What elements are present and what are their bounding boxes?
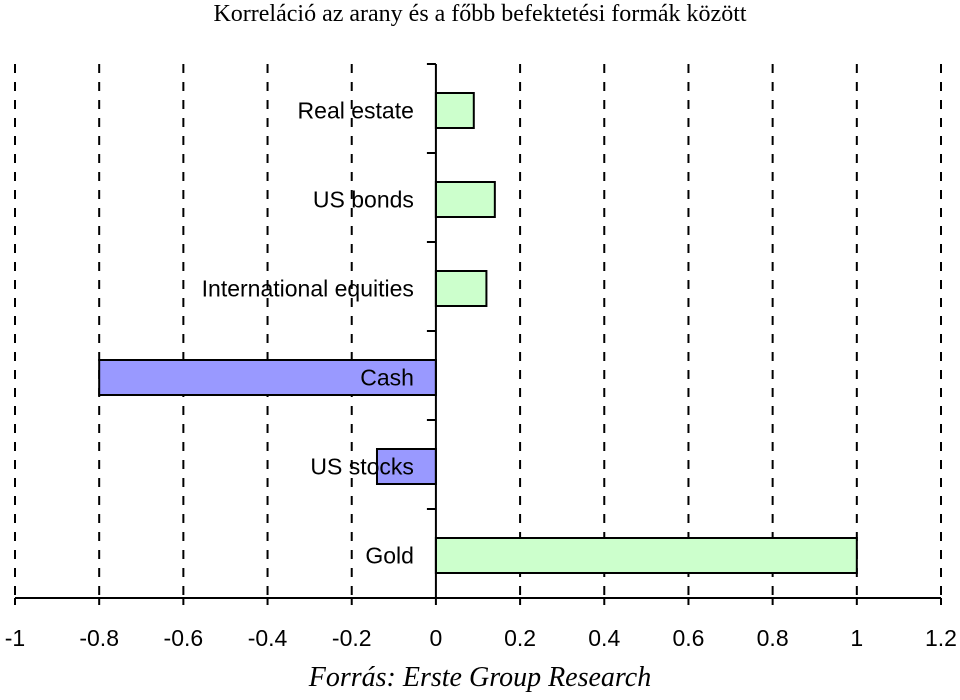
category-label: US bonds (313, 187, 414, 213)
x-tick-label: -0.2 (332, 625, 372, 651)
x-tick-label: 0.6 (672, 625, 704, 651)
x-tick-label: 0.2 (504, 625, 536, 651)
category-label: US stocks (310, 454, 414, 480)
chart-title: Korreláció az arany és a főbb befektetés… (213, 1, 747, 27)
x-tick-label: -0.6 (164, 625, 204, 651)
bar (434, 92, 475, 129)
x-tick-label: 0.4 (588, 625, 620, 651)
bars (98, 92, 858, 574)
x-tick-label: -0.8 (79, 625, 119, 651)
category-label: International equities (202, 276, 414, 302)
x-tick-label: 0.8 (757, 625, 789, 651)
bar (434, 270, 488, 307)
category-label: Real estate (298, 98, 414, 124)
x-tick-label: 0 (430, 625, 443, 651)
x-tick-label: 1.2 (925, 625, 957, 651)
category-label: Cash (360, 365, 414, 391)
grid-lines (14, 64, 942, 598)
x-tick-label: -1 (5, 625, 25, 651)
bar (98, 359, 437, 396)
x-tick-labels: -1 -0.8 -0.6 -0.4 -0.2 0 0.2 0.4 0.6 0.8 1 1.2 (5, 625, 957, 651)
source-note: Forrás: Erste Group Research (308, 662, 652, 693)
bar (375, 448, 437, 485)
category-label: Gold (365, 543, 414, 569)
category-labels: Real estate US bonds International equitie… (202, 98, 414, 569)
bar (434, 537, 858, 574)
bar-chart: Real estate US bonds International equitie… (5, 63, 957, 651)
x-tick-label: -0.4 (248, 625, 288, 651)
bar (434, 181, 496, 218)
x-tick-label: 1 (850, 625, 863, 651)
axes (14, 63, 942, 605)
